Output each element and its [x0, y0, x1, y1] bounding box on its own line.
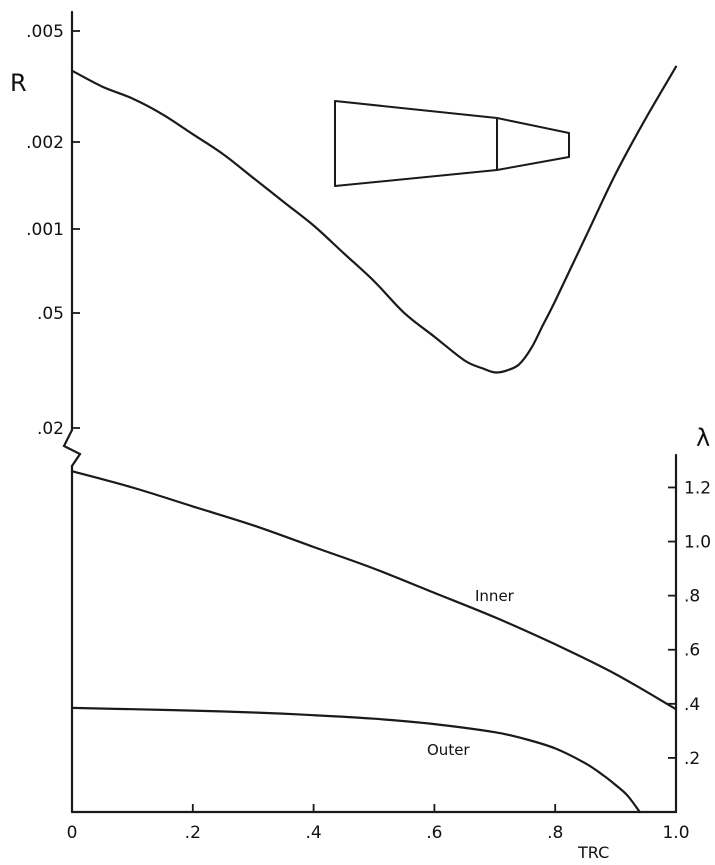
series-line-inner [70, 470, 678, 711]
x-tick-label: .2 [185, 823, 201, 843]
right-y-ticks: 1.2 1.0 .8 .6 .4 .2 [668, 478, 711, 769]
x-tick-label: .8 [547, 823, 563, 843]
x-axis-title: TRC [577, 843, 609, 862]
right-y-tick-label: .8 [684, 587, 700, 607]
series-lines [70, 65, 678, 814]
upper-y-tick-label: .02 [37, 419, 64, 439]
right-y-tick-label: .2 [684, 749, 700, 769]
series-label-outer: Outer [427, 741, 470, 759]
axis-break-symbol [62, 428, 82, 468]
series-label-inner: Inner [475, 587, 515, 605]
x-ticks: 0 .2 .4 .6 .8 1.0 [67, 804, 690, 843]
upper-y-tick-label: .005 [26, 22, 64, 42]
right-y-tick-label: .4 [684, 695, 700, 715]
upper-y-tick-label: .05 [37, 304, 64, 324]
upper-y-ticks: .005 .002 .001 .05 .02 [26, 22, 80, 439]
right-y-tick-label: 1.2 [684, 478, 711, 498]
wing-planform-sketch [334, 100, 570, 187]
x-tick-label: .4 [305, 823, 321, 843]
series-line-R [70, 65, 678, 374]
upper-y-tick-label: .002 [26, 133, 64, 153]
right-y-tick-label: 1.0 [684, 533, 711, 553]
x-tick-label: .6 [426, 823, 442, 843]
series-line-outer [70, 706, 641, 814]
right-y-axis-title: λ [696, 424, 710, 452]
x-tick-label: 1.0 [662, 823, 689, 843]
upper-y-axis-title: R [10, 69, 27, 97]
upper-y-tick-label: .001 [26, 220, 64, 240]
x-tick-label: 0 [67, 823, 78, 843]
right-y-tick-label: .6 [684, 641, 700, 661]
